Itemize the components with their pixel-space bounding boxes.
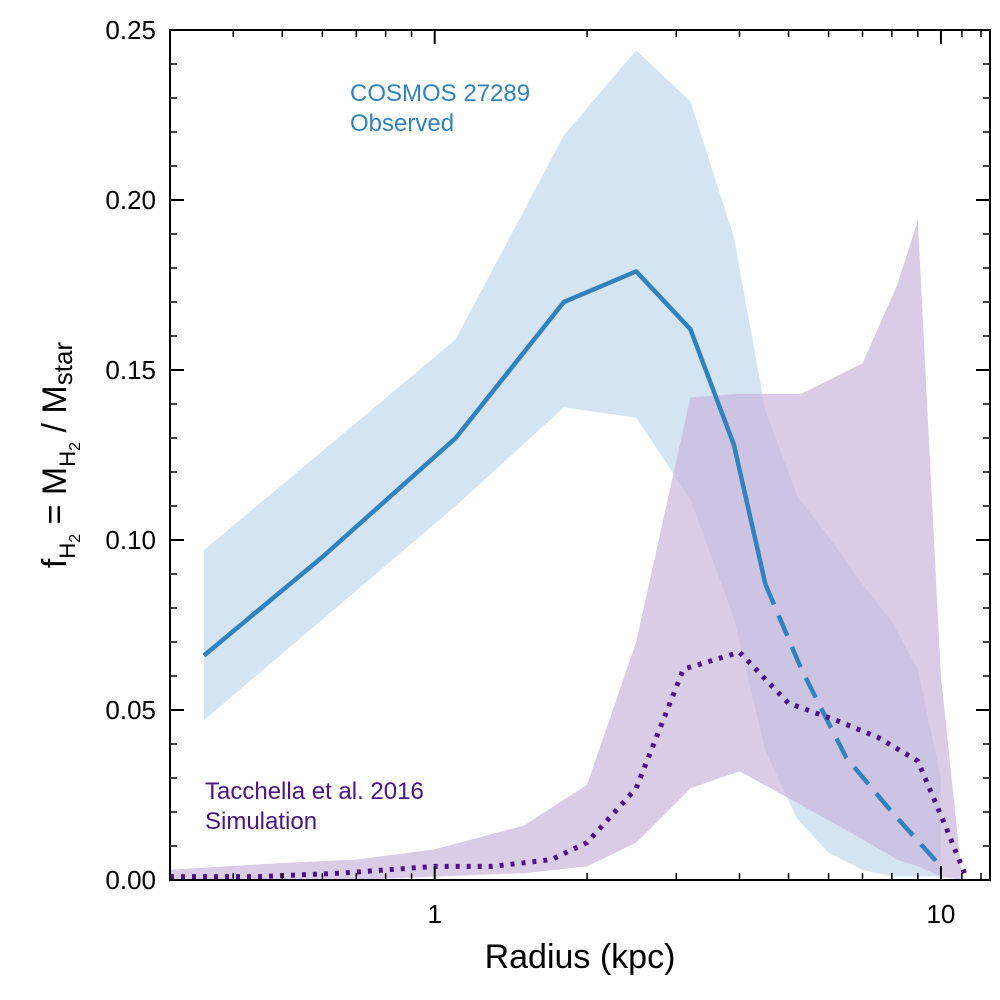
y-label-eq: = M (36, 467, 74, 534)
y-label-div: / M (36, 385, 74, 442)
y-tick-label: 0.20 (105, 185, 156, 215)
annotation-simulation: Tacchella et al. 2016 Simulation (205, 778, 430, 835)
y-label-m-subsub: 2 (67, 442, 84, 451)
y-tick-label: 0.05 (105, 695, 156, 725)
y-label-star: star (48, 342, 78, 386)
y-label-m-sub: H (55, 451, 80, 467)
observed-line (202, 269, 768, 658)
y-label-f-subsub: 2 (67, 534, 84, 543)
plot-frame (169, 29, 991, 881)
annotation-observed-line2: Observed (350, 110, 454, 137)
annotation-observed: COSMOS 27289 Observed (350, 80, 537, 137)
annotation-observed-line1: COSMOS 27289 (350, 80, 530, 107)
y-tick-label: 0.25 (105, 15, 156, 45)
annotation-simulation-line1: Tacchella et al. 2016 (205, 778, 424, 805)
observed-dashed-line (763, 583, 943, 868)
y-tick-label: 0.10 (105, 525, 156, 555)
y-axis-label: fH2 = MH2 / Mstar (36, 342, 84, 568)
simulation-band (170, 220, 962, 880)
simulation-dotted-line (170, 649, 969, 880)
x-tick-label: 10 (926, 899, 955, 929)
y-tick-label: 0.00 (105, 865, 156, 895)
y-label-f-sub: H (55, 543, 80, 559)
axis-ticks: 0.00 0.05 0.10 0.15 0.20 0.25 1 10 (105, 15, 990, 929)
x-axis-label: Radius (kpc) (485, 938, 676, 976)
x-tick-label: 1 (427, 899, 441, 929)
data-series (170, 269, 969, 880)
y-tick-label: 0.15 (105, 355, 156, 385)
annotation-simulation-line2: Simulation (205, 808, 317, 835)
y-label-f: f (36, 558, 74, 568)
